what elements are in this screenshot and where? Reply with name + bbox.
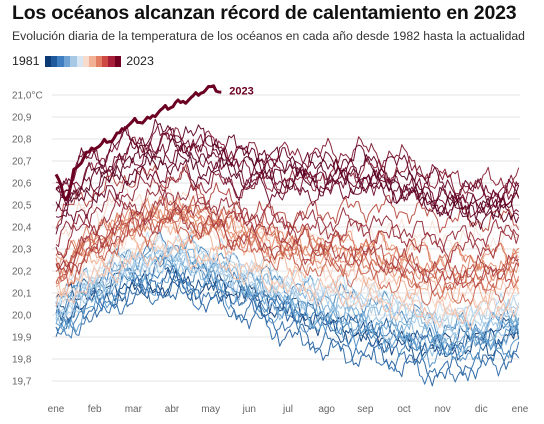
chart-subtitle: Evolución diaria de la temperatura de lo… (12, 29, 525, 43)
series-lines (55, 118, 520, 387)
series-line-1998 (55, 180, 520, 314)
x-tick-label: jul (282, 404, 293, 415)
series-line-1991 (55, 248, 519, 347)
series-line-2016 (55, 125, 520, 216)
highlight-year-label: 2023 (229, 86, 253, 98)
series-line-2015 (55, 127, 520, 200)
series-line-2000 (55, 239, 520, 325)
y-tick-label: 20,6 (12, 179, 32, 190)
chart-title: Los océanos alcanzan récord de calentami… (12, 2, 517, 24)
legend-swatch (70, 55, 77, 67)
y-axis-ticks: 21,0°C 20,9 20,8 20,7 20,6 20,5 20,4 20,3 20,2 20… (12, 91, 43, 388)
series-line-2011 (55, 204, 519, 286)
series-line-2005 (55, 196, 520, 294)
series-line-2020 (55, 118, 520, 230)
x-axis-ticks: ene feb mar abr may jun jul ago sep oct nov dic ene (48, 404, 529, 415)
x-tick-label: may (201, 404, 220, 415)
y-tick-label: 21,0°C (12, 91, 43, 102)
legend-color-ramp (44, 55, 122, 67)
y-tick-label: 20,0 (12, 311, 32, 322)
y-tick-label: 20,8 (12, 135, 32, 146)
y-tick-label: 20,9 (12, 113, 32, 124)
x-tick-label: feb (88, 404, 102, 415)
y-tick-label: 20,4 (12, 223, 32, 234)
series-line-1985 (55, 277, 520, 385)
series-line-2010 (55, 164, 520, 293)
series-line-1986 (55, 257, 520, 356)
x-tick-label: abr (165, 404, 180, 415)
x-tick-label: ago (318, 404, 335, 415)
x-tick-label: sep (357, 404, 374, 415)
legend-start-year: 1981 (12, 54, 40, 68)
y-tick-label: 19,8 (12, 355, 32, 366)
x-tick-label: dic (475, 404, 488, 415)
x-tick-label: nov (435, 404, 451, 415)
legend-swatch (95, 55, 103, 67)
series-line-2022 (55, 138, 520, 218)
x-tick-label: jun (242, 404, 256, 415)
series-line-2012 (55, 192, 519, 273)
temperature-line-chart: 21,0°C 20,9 20,8 20,7 20,6 20,5 20,4 20,3 20,2 20… (12, 84, 529, 415)
series-line-2023 (54, 84, 222, 202)
series-line-2007 (55, 201, 520, 306)
series-line-1999 (55, 235, 520, 331)
y-tick-label: 20,1 (12, 289, 32, 300)
series-line-2008 (55, 211, 520, 291)
x-tick-label: ene (512, 404, 529, 415)
legend-swatch (108, 55, 115, 67)
series-line-2019 (55, 132, 520, 207)
series-line-1984 (55, 278, 520, 387)
year-color-legend: 1981 2023 (12, 53, 154, 69)
y-tick-label: 19,7 (12, 377, 32, 388)
legend-swatch (44, 55, 51, 67)
legend-swatch (114, 55, 122, 67)
legend-swatch (76, 55, 83, 67)
legend-swatch (57, 55, 64, 67)
series-line-2021 (55, 151, 520, 228)
series-line-1989 (55, 263, 520, 360)
y-tick-label: 20,2 (12, 267, 32, 278)
legend-swatch (63, 55, 71, 67)
series-line-2013 (55, 184, 520, 259)
y-tick-label: 19,9 (12, 333, 32, 344)
x-tick-label: mar (125, 404, 143, 415)
legend-swatch (89, 55, 96, 67)
legend-swatch (102, 55, 109, 67)
x-tick-label: oct (397, 404, 411, 415)
y-tick-label: 20,5 (12, 201, 32, 212)
y-tick-label: 20,3 (12, 245, 32, 256)
legend-end-year: 2023 (126, 54, 154, 68)
legend-swatch (50, 55, 58, 67)
highlight-layer: 2023 (54, 84, 254, 202)
series-line-2014 (55, 155, 520, 247)
legend-swatch (82, 55, 90, 67)
x-tick-label: ene (48, 404, 65, 415)
y-tick-label: 20,7 (12, 157, 32, 168)
